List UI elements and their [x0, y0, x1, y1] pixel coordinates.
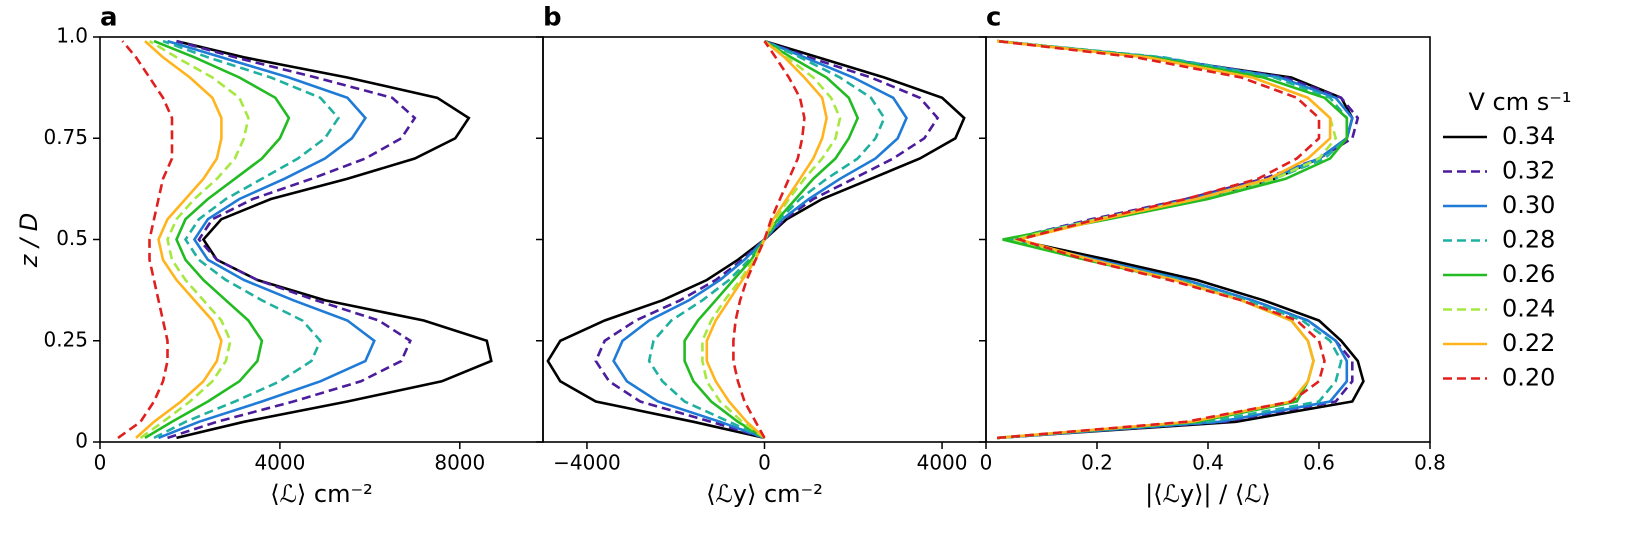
data-line: [996, 39, 1349, 440]
x-tick-label: −4000: [553, 451, 621, 475]
y-tick-label: 1.0: [56, 24, 88, 48]
data-line: [996, 39, 1332, 440]
data-line: [546, 39, 966, 440]
data-line: [135, 40, 223, 439]
y-axis-label: z / D: [15, 213, 43, 268]
data-line: [996, 39, 1349, 440]
legend-label: 0.24: [1502, 295, 1555, 323]
x-tick-label: 4000: [917, 451, 968, 475]
data-line: [153, 39, 341, 440]
data-line: [594, 39, 940, 440]
data-line: [176, 39, 493, 440]
legend-label: 0.28: [1502, 226, 1555, 254]
data-line: [139, 39, 250, 439]
y-tick-label: 0.25: [43, 327, 88, 351]
y-tick-label: 0.75: [43, 125, 88, 149]
data-line: [117, 40, 174, 439]
x-tick-label: 8000: [434, 451, 485, 475]
x-tick-label: 0: [94, 451, 107, 475]
data-line: [167, 39, 417, 440]
data-line: [732, 40, 806, 439]
panel-letter: b: [543, 3, 562, 33]
y-tick-label: 0: [75, 429, 88, 453]
data-line: [612, 39, 908, 440]
data-line: [144, 39, 291, 440]
data-line: [996, 39, 1326, 440]
legend-label: 0.34: [1502, 122, 1555, 150]
legend-title: V cm s⁻¹: [1468, 88, 1571, 116]
data-line: [683, 39, 860, 440]
x-tick-label: 0.6: [1303, 451, 1335, 475]
x-axis-label: ⟨ℒy⟩ cm⁻²: [706, 480, 823, 508]
x-tick-label: 0.4: [1192, 451, 1224, 475]
data-line: [996, 39, 1338, 440]
legend-label: 0.32: [1502, 157, 1555, 185]
legend-label: 0.22: [1502, 329, 1555, 357]
panel-letter: c: [986, 3, 1001, 33]
panel-letter: a: [100, 3, 118, 33]
y-tick-label: 0.5: [56, 226, 88, 250]
legend-label: 0.20: [1502, 364, 1555, 392]
x-tick-label: 0.2: [1081, 451, 1113, 475]
data-line: [705, 40, 828, 439]
x-tick-label: 4000: [254, 451, 305, 475]
data-line: [996, 39, 1360, 440]
legend-label: 0.30: [1502, 191, 1555, 219]
x-tick-label: 0: [758, 451, 771, 475]
data-line: [996, 39, 1354, 440]
x-axis-label: ⟨ℒ⟩ cm⁻²: [270, 480, 373, 508]
x-axis-label: |⟨ℒy⟩| / ⟨ℒ⟩: [1145, 480, 1271, 508]
legend-label: 0.26: [1502, 260, 1555, 288]
data-line: [701, 40, 842, 439]
x-tick-label: 0.8: [1414, 451, 1446, 475]
x-tick-label: 0: [980, 451, 993, 475]
data-line: [158, 39, 376, 440]
